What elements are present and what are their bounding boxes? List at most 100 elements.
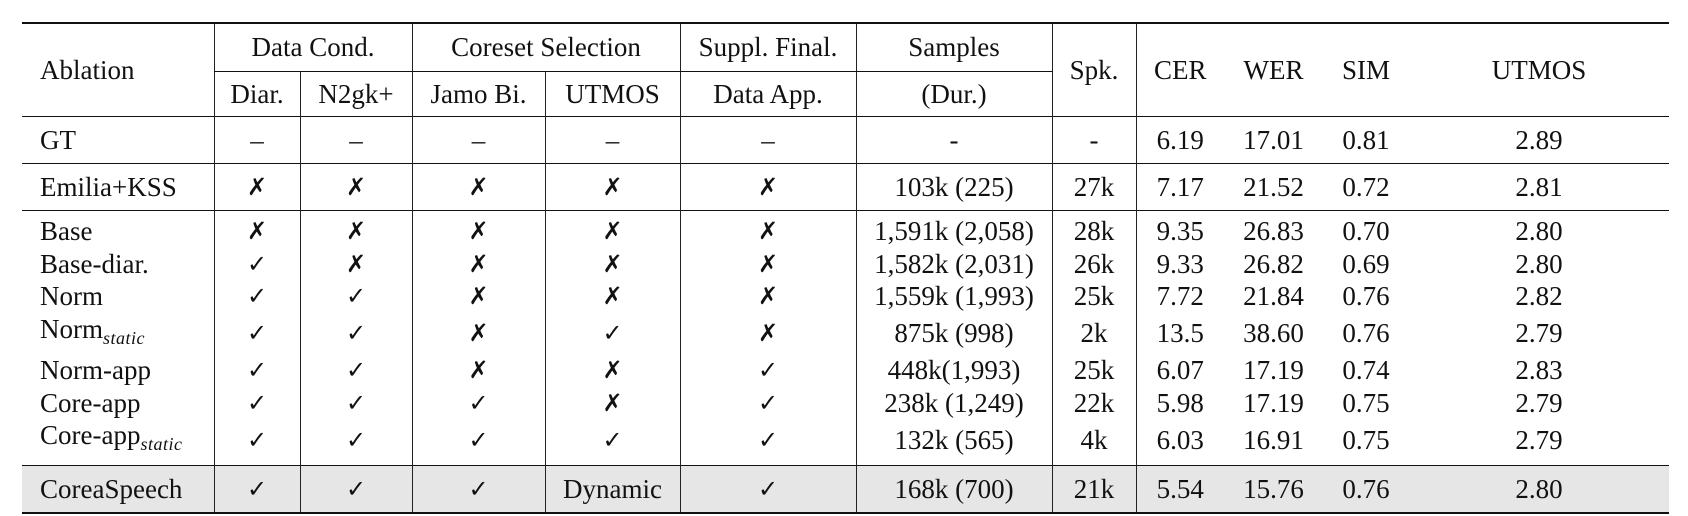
cell-jamo: ✓ <box>411 386 546 419</box>
cell-utmos: 2.83 <box>1515 355 1563 385</box>
table-row: Normstatic ✓ ✓ ✗ ✓ ✗ 875k (998) 2k 13.5 38.60 0.76… <box>22 312 1669 355</box>
cell-n2gk: ✓ <box>299 386 413 419</box>
table-row: Norm-app ✓ ✓ ✗ ✗ ✓ 448k(1,993) 25k 6.07 17.19 0.74… <box>22 354 1669 387</box>
cell-jamo: ✗ <box>411 312 546 354</box>
row-name: Base-diar. <box>40 248 149 279</box>
cell-n2gk: ✓ <box>299 354 413 387</box>
cell-app: – <box>679 116 857 164</box>
table-row: Norm ✓ ✓ ✗ ✗ ✗ 1,559k (1,993) 25k 7.72 21.84 0.76 2… <box>22 280 1669 313</box>
cell-diar: ✓ <box>213 312 300 354</box>
row-name: Core-app <box>40 420 141 450</box>
cell-cer: 5.98 <box>1135 386 1225 419</box>
cell-spk: 26k <box>1051 247 1137 280</box>
cell-samples: 168k (700) <box>855 464 1053 514</box>
row-label: Base <box>22 210 214 248</box>
cell-cer: 5.54 <box>1135 464 1225 514</box>
cell-sim: 0.76 <box>1323 464 1410 514</box>
cell-samples: 1,582k (2,031) <box>855 247 1053 280</box>
cell-sim: 0.75 <box>1342 424 1390 455</box>
cell-utmos-sel: – <box>544 116 681 164</box>
cell-sim: 0.75 <box>1342 387 1390 418</box>
cell-spk: 25k <box>1051 354 1137 387</box>
cell-n2gk: ✓ <box>299 464 413 514</box>
cell-diar: ✓ <box>213 386 300 419</box>
cell-samples: 875k (998) <box>855 312 1053 354</box>
cell-spk: 21k <box>1051 464 1137 514</box>
cell-sim: 0.74 <box>1342 355 1390 385</box>
cell-spk: 4k <box>1051 419 1137 465</box>
cell-app: ✓ <box>679 386 857 419</box>
header-sim: SIM <box>1323 22 1410 117</box>
cell-utmos: 2.80 <box>1409 464 1670 514</box>
row-name: Base <box>40 216 93 246</box>
cell-jamo: ✗ <box>411 280 546 313</box>
row-name: Norm-app <box>40 355 151 385</box>
header-diar: Diar. <box>213 71 300 117</box>
header-row-1: Ablation Data Cond. Coreset Selection Su… <box>22 22 1670 117</box>
cell-utmos-sel: ✗ <box>544 354 681 387</box>
cell-app: ✗ <box>679 163 857 211</box>
results-table-container: Ablation Data Cond. Coreset Selection Su… <box>22 22 1670 514</box>
header-jamo: Jamo Bi. <box>411 71 546 117</box>
table-row: Core-appstatic ✓ ✓ ✓ ✓ ✓ 132k (565) 4k 6.03 16.91… <box>22 419 1669 465</box>
cell-app: ✗ <box>679 247 857 280</box>
table-row: Base ✗ ✗ ✗ ✗ ✗ 1,591k (2,058) 28k 9.35 26.83 0.70 2… <box>22 210 1670 248</box>
cell-samples: 238k (1,249) <box>855 386 1053 419</box>
cell-utmos-sel: ✗ <box>544 163 681 211</box>
cell-n2gk: ✓ <box>299 280 413 313</box>
row-name: CoreaSpeech <box>40 473 183 504</box>
cell-sim: 0.76 <box>1342 281 1390 311</box>
cell-cer: 7.72 <box>1135 280 1225 313</box>
row-label: Norm-app <box>22 354 214 387</box>
row-label: Emilia+KSS <box>22 163 214 211</box>
cell-utmos-sel: ✗ <box>544 247 681 280</box>
cell-jamo: – <box>411 116 546 164</box>
header-utmos-sel: UTMOS <box>544 71 681 117</box>
cell-utmos-sel: ✗ <box>544 386 681 419</box>
cell-jamo: ✗ <box>411 210 546 248</box>
cell-utmos: 2.79 <box>1515 318 1563 348</box>
cell-n2gk: ✓ <box>299 312 413 354</box>
cell-cer: 6.07 <box>1135 354 1225 387</box>
cell-wer: 15.76 <box>1224 464 1324 514</box>
cell-utmos-sel: ✓ <box>544 312 681 354</box>
cell-spk: - <box>1051 116 1137 164</box>
cell-spk: 28k <box>1051 210 1137 248</box>
cell-utmos: 2.80 <box>1515 248 1563 279</box>
cell-utmos: 2.80 <box>1409 210 1670 248</box>
row-label: Norm <box>22 280 214 313</box>
cell-wer: 17.19 <box>1243 355 1304 385</box>
cell-n2gk: ✗ <box>299 247 413 280</box>
cell-jamo: ✓ <box>411 419 546 465</box>
cell-app: ✓ <box>679 419 857 465</box>
cell-utmos: 2.89 <box>1409 116 1670 164</box>
cell-wer: 38.60 <box>1243 318 1304 348</box>
cell-diar: ✓ <box>213 354 300 387</box>
cell-app: ✗ <box>679 280 857 313</box>
cell-utmos-sel: ✗ <box>544 280 681 313</box>
table-row: Emilia+KSS ✗ ✗ ✗ ✗ ✗ 103k (225) 27k 7.17 21.52 0.7… <box>22 163 1670 211</box>
cell-utmos: 2.81 <box>1409 163 1670 211</box>
cell-samples: 103k (225) <box>855 163 1053 211</box>
cell-utmos: 2.79 <box>1515 424 1563 455</box>
header-wer: WER <box>1224 22 1324 117</box>
cell-jamo: ✗ <box>411 247 546 280</box>
cell-samples: 448k(1,993) <box>855 354 1053 387</box>
cell-sim: 0.81 <box>1323 116 1410 164</box>
cell-jamo: ✗ <box>411 163 546 211</box>
cell-utmos: 2.82 <box>1515 281 1563 311</box>
cell-samples: - <box>855 116 1053 164</box>
row-name: Emilia+KSS <box>40 172 177 202</box>
table-row: GT – – – – – - -6.19 17.01 0.81 2.89 <box>22 116 1670 164</box>
table-row: Core-app ✓ ✓ ✓ ✗ ✓ 238k (1,249) 22k 5.98 17.19 0.7… <box>22 386 1669 419</box>
cell-jamo: ✓ <box>411 464 546 514</box>
cell-cer: 6.19 <box>1135 116 1225 164</box>
cell-wer: 17.01 <box>1224 116 1324 164</box>
cell-wer: 17.19 <box>1243 387 1304 418</box>
row-label: Base-diar. <box>22 248 214 281</box>
row-label: Normstatic <box>22 313 214 355</box>
cell-n2gk: – <box>299 116 413 164</box>
cell-n2gk: ✗ <box>299 210 413 248</box>
row-subscript: static <box>140 434 183 454</box>
header-spk: Spk. <box>1051 22 1137 117</box>
